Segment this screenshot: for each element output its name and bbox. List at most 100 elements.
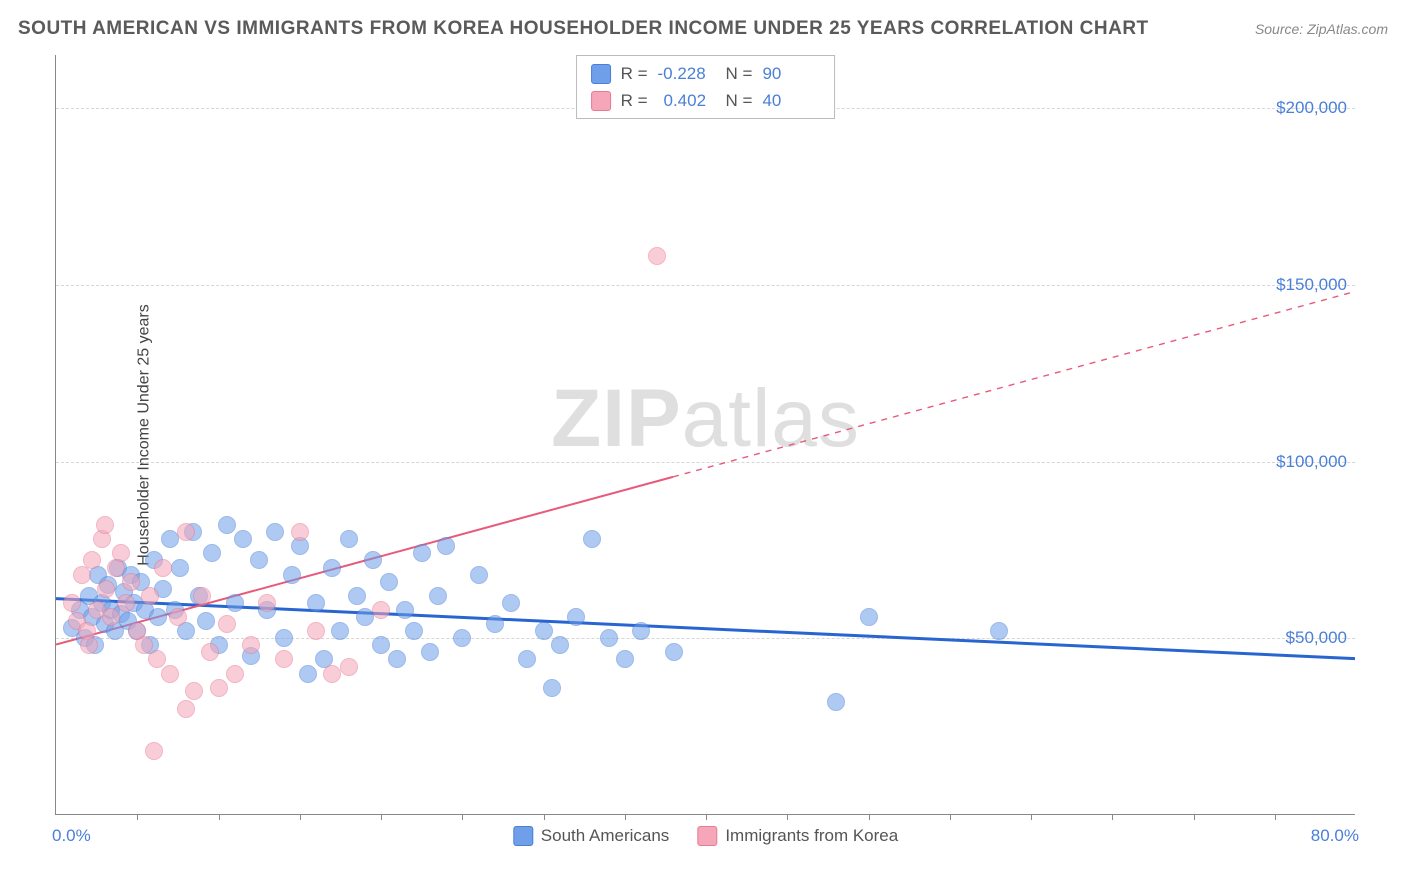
legend-label-0: South Americans <box>541 826 670 846</box>
data-point <box>242 636 260 654</box>
data-point <box>185 682 203 700</box>
data-point <box>648 247 666 265</box>
data-point <box>364 551 382 569</box>
data-point <box>429 587 447 605</box>
data-point <box>145 742 163 760</box>
data-point <box>567 608 585 626</box>
data-point <box>600 629 618 647</box>
data-point <box>372 636 390 654</box>
x-tick <box>1031 814 1032 820</box>
data-point <box>234 530 252 548</box>
data-point <box>218 615 236 633</box>
data-point <box>80 636 98 654</box>
trend-line-extrapolated <box>673 292 1355 477</box>
watermark: ZIPatlas <box>551 372 860 466</box>
data-point <box>388 650 406 668</box>
data-point <box>177 700 195 718</box>
data-point <box>169 608 187 626</box>
x-tick <box>300 814 301 820</box>
data-point <box>112 544 130 562</box>
data-point <box>275 650 293 668</box>
title-bar: SOUTH AMERICAN VS IMMIGRANTS FROM KOREA … <box>18 18 1388 40</box>
y-tick-label: $50,000 <box>1286 628 1347 648</box>
legend-item-0: South Americans <box>513 826 670 846</box>
data-point <box>226 594 244 612</box>
x-tick <box>950 814 951 820</box>
data-point <box>283 566 301 584</box>
data-point <box>63 594 81 612</box>
legend-label-1: Immigrants from Korea <box>725 826 898 846</box>
data-point <box>201 643 219 661</box>
source-label: Source: ZipAtlas.com <box>1255 21 1388 37</box>
data-point <box>543 679 561 697</box>
x-tick <box>381 814 382 820</box>
data-point <box>421 643 439 661</box>
data-point <box>340 658 358 676</box>
y-axis-title: Householder Income Under 25 years <box>136 304 154 565</box>
legend-swatch-1 <box>697 826 717 846</box>
x-tick <box>869 814 870 820</box>
y-tick-label: $200,000 <box>1276 98 1347 118</box>
data-point <box>307 594 325 612</box>
x-tick <box>544 814 545 820</box>
data-point <box>518 650 536 668</box>
x-tick <box>462 814 463 820</box>
data-point <box>161 665 179 683</box>
data-point <box>331 622 349 640</box>
data-point <box>665 643 683 661</box>
legend-swatch-0 <box>513 826 533 846</box>
x-tick <box>706 814 707 820</box>
x-axis-max-label: 80.0% <box>1311 826 1359 846</box>
data-point <box>307 622 325 640</box>
data-point <box>405 622 423 640</box>
legend-item-1: Immigrants from Korea <box>697 826 898 846</box>
data-point <box>258 594 276 612</box>
data-point <box>97 580 115 598</box>
data-point <box>275 629 293 647</box>
data-point <box>218 516 236 534</box>
stats-legend: R = -0.228 N = 90 R = 0.402 N = 40 <box>576 55 836 119</box>
data-point <box>632 622 650 640</box>
r-value-1: 0.402 <box>658 87 716 114</box>
x-tick <box>625 814 626 820</box>
y-tick-label: $150,000 <box>1276 275 1347 295</box>
data-point <box>583 530 601 548</box>
data-point <box>827 693 845 711</box>
x-tick <box>219 814 220 820</box>
trend-lines <box>56 55 1355 814</box>
swatch-series-0 <box>591 64 611 84</box>
data-point <box>141 587 159 605</box>
data-point <box>250 551 268 569</box>
data-point <box>860 608 878 626</box>
data-point <box>203 544 221 562</box>
x-tick <box>1194 814 1195 820</box>
data-point <box>348 587 366 605</box>
data-point <box>197 612 215 630</box>
data-point <box>340 530 358 548</box>
data-point <box>502 594 520 612</box>
x-axis-min-label: 0.0% <box>52 826 91 846</box>
data-point <box>470 566 488 584</box>
data-point <box>299 665 317 683</box>
data-point <box>83 551 101 569</box>
data-point <box>117 594 135 612</box>
data-point <box>171 559 189 577</box>
data-point <box>177 523 195 541</box>
data-point <box>437 537 455 555</box>
r-value-0: -0.228 <box>658 60 716 87</box>
n-value-1: 40 <box>762 87 820 114</box>
stats-row-0: R = -0.228 N = 90 <box>591 60 821 87</box>
x-tick <box>1275 814 1276 820</box>
gridline <box>56 285 1355 286</box>
swatch-series-1 <box>591 91 611 111</box>
data-point <box>380 573 398 591</box>
bottom-legend: South Americans Immigrants from Korea <box>513 826 898 846</box>
data-point <box>122 573 140 591</box>
data-point <box>396 601 414 619</box>
data-point <box>210 679 228 697</box>
data-point <box>193 587 211 605</box>
data-point <box>102 608 120 626</box>
data-point <box>535 622 553 640</box>
data-point <box>96 516 114 534</box>
data-point <box>266 523 284 541</box>
